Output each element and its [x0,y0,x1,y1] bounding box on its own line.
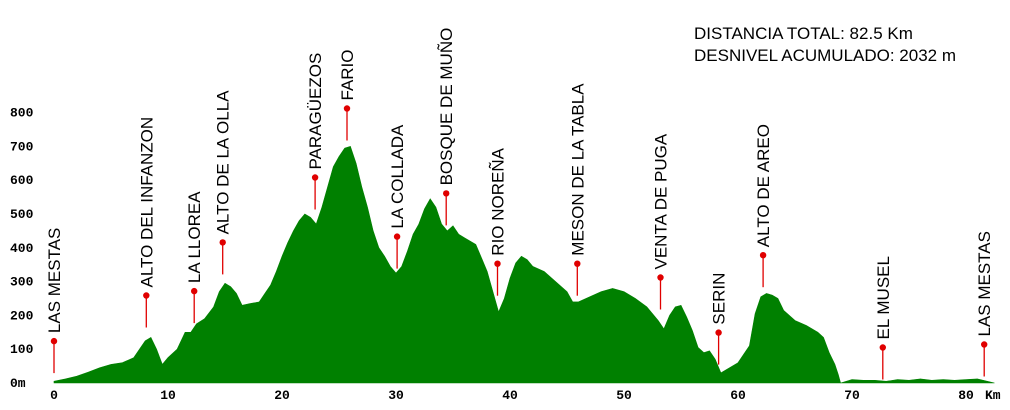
x-unit-label: Km [985,388,1001,403]
waypoint-label: LAS MESTAS [45,228,64,334]
y-tick-label: 200 [10,308,34,323]
y-tick-label: 700 [10,139,34,154]
waypoint-marker: LAS MESTAS [45,228,64,374]
waypoint-dot [393,233,401,240]
waypoint-dot [443,190,450,197]
waypoint-label: MESON DE LA TABLA [568,83,587,256]
waypoint-dot [657,274,664,281]
waypoint-marker: LA LLOREA [185,191,204,324]
waypoint-marker: BOSQUE DE MUÑO [437,28,456,226]
x-tick-label: 10 [160,388,176,403]
waypoint-dot [494,260,501,267]
elevation-area [53,146,995,384]
total-distance-text: DISTANCIA TOTAL: 82.5 Km [694,24,913,43]
y-tick-label: 300 [10,275,34,290]
waypoint-marker: ALTO DE AREO [754,124,773,288]
waypoint-label: SERIN [710,273,729,325]
x-tick-label: 30 [388,388,404,403]
waypoint-marker: LAS MESTAS [975,231,994,377]
waypoint-label: RIO NOREÑA [489,147,508,255]
waypoint-dot [574,260,581,267]
waypoint-dot [981,341,988,348]
waypoint-label: LA LLOREA [185,191,204,283]
y-tick-label: 400 [10,241,34,256]
waypoint-dot [759,252,767,259]
waypoint-marker: SERIN [710,273,729,365]
waypoint-dot [879,344,886,351]
waypoint-marker: MESON DE LA TABLA [568,83,587,296]
y-tick-label: 500 [10,207,34,222]
y-tick-label: 0m [10,376,26,391]
waypoint-dot [311,174,319,181]
waypoint-marker: VENTA DE PUGA [652,133,671,310]
waypoint-dot [715,329,722,336]
waypoint-marker: ALTO DE LA OLLA [214,90,233,275]
y-tick-label: 100 [10,342,34,357]
waypoint-marker: ALTO DEL INFANZON [137,117,156,328]
y-tick-label: 600 [10,173,34,188]
waypoint-label: LA COLLADA [388,124,407,229]
x-tick-label: 20 [274,388,290,403]
waypoint-dot [191,287,198,295]
x-tick-label: 40 [502,388,518,403]
waypoint-dot [219,239,226,246]
waypoint-dot [50,337,58,345]
waypoint-marker: EL MUSEL [874,256,893,380]
waypoint-label: FARIO [338,49,357,100]
waypoint-label: ALTO DE LA OLLA [214,90,233,235]
waypoint-dot [343,105,351,112]
waypoint-label: PARAGÜEZOS [306,53,325,170]
waypoint-label: EL MUSEL [874,256,893,339]
x-tick-label: 0 [50,388,58,403]
x-tick-label: 80 [958,388,974,403]
x-tick-label: 50 [616,388,632,403]
elevation-gain-text: DESNIVEL ACUMULADO: 2032 m [694,46,957,65]
waypoint-marker: RIO NOREÑA [489,147,508,296]
waypoint-marker: PARAGÜEZOS [306,53,325,210]
waypoint-label: LAS MESTAS [975,231,994,336]
waypoint-label: ALTO DEL INFANZON [137,117,156,288]
x-tick-label: 70 [844,388,860,403]
waypoint-dot [143,292,150,299]
x-tick-label: 60 [730,388,746,403]
waypoint-label: ALTO DE AREO [754,124,773,247]
waypoint-marker: LA COLLADA [388,124,407,269]
waypoint-marker: FARIO [338,49,357,141]
waypoint-label: VENTA DE PUGA [652,133,671,269]
waypoint-label: BOSQUE DE MUÑO [437,28,456,186]
y-tick-label: 800 [10,106,34,121]
